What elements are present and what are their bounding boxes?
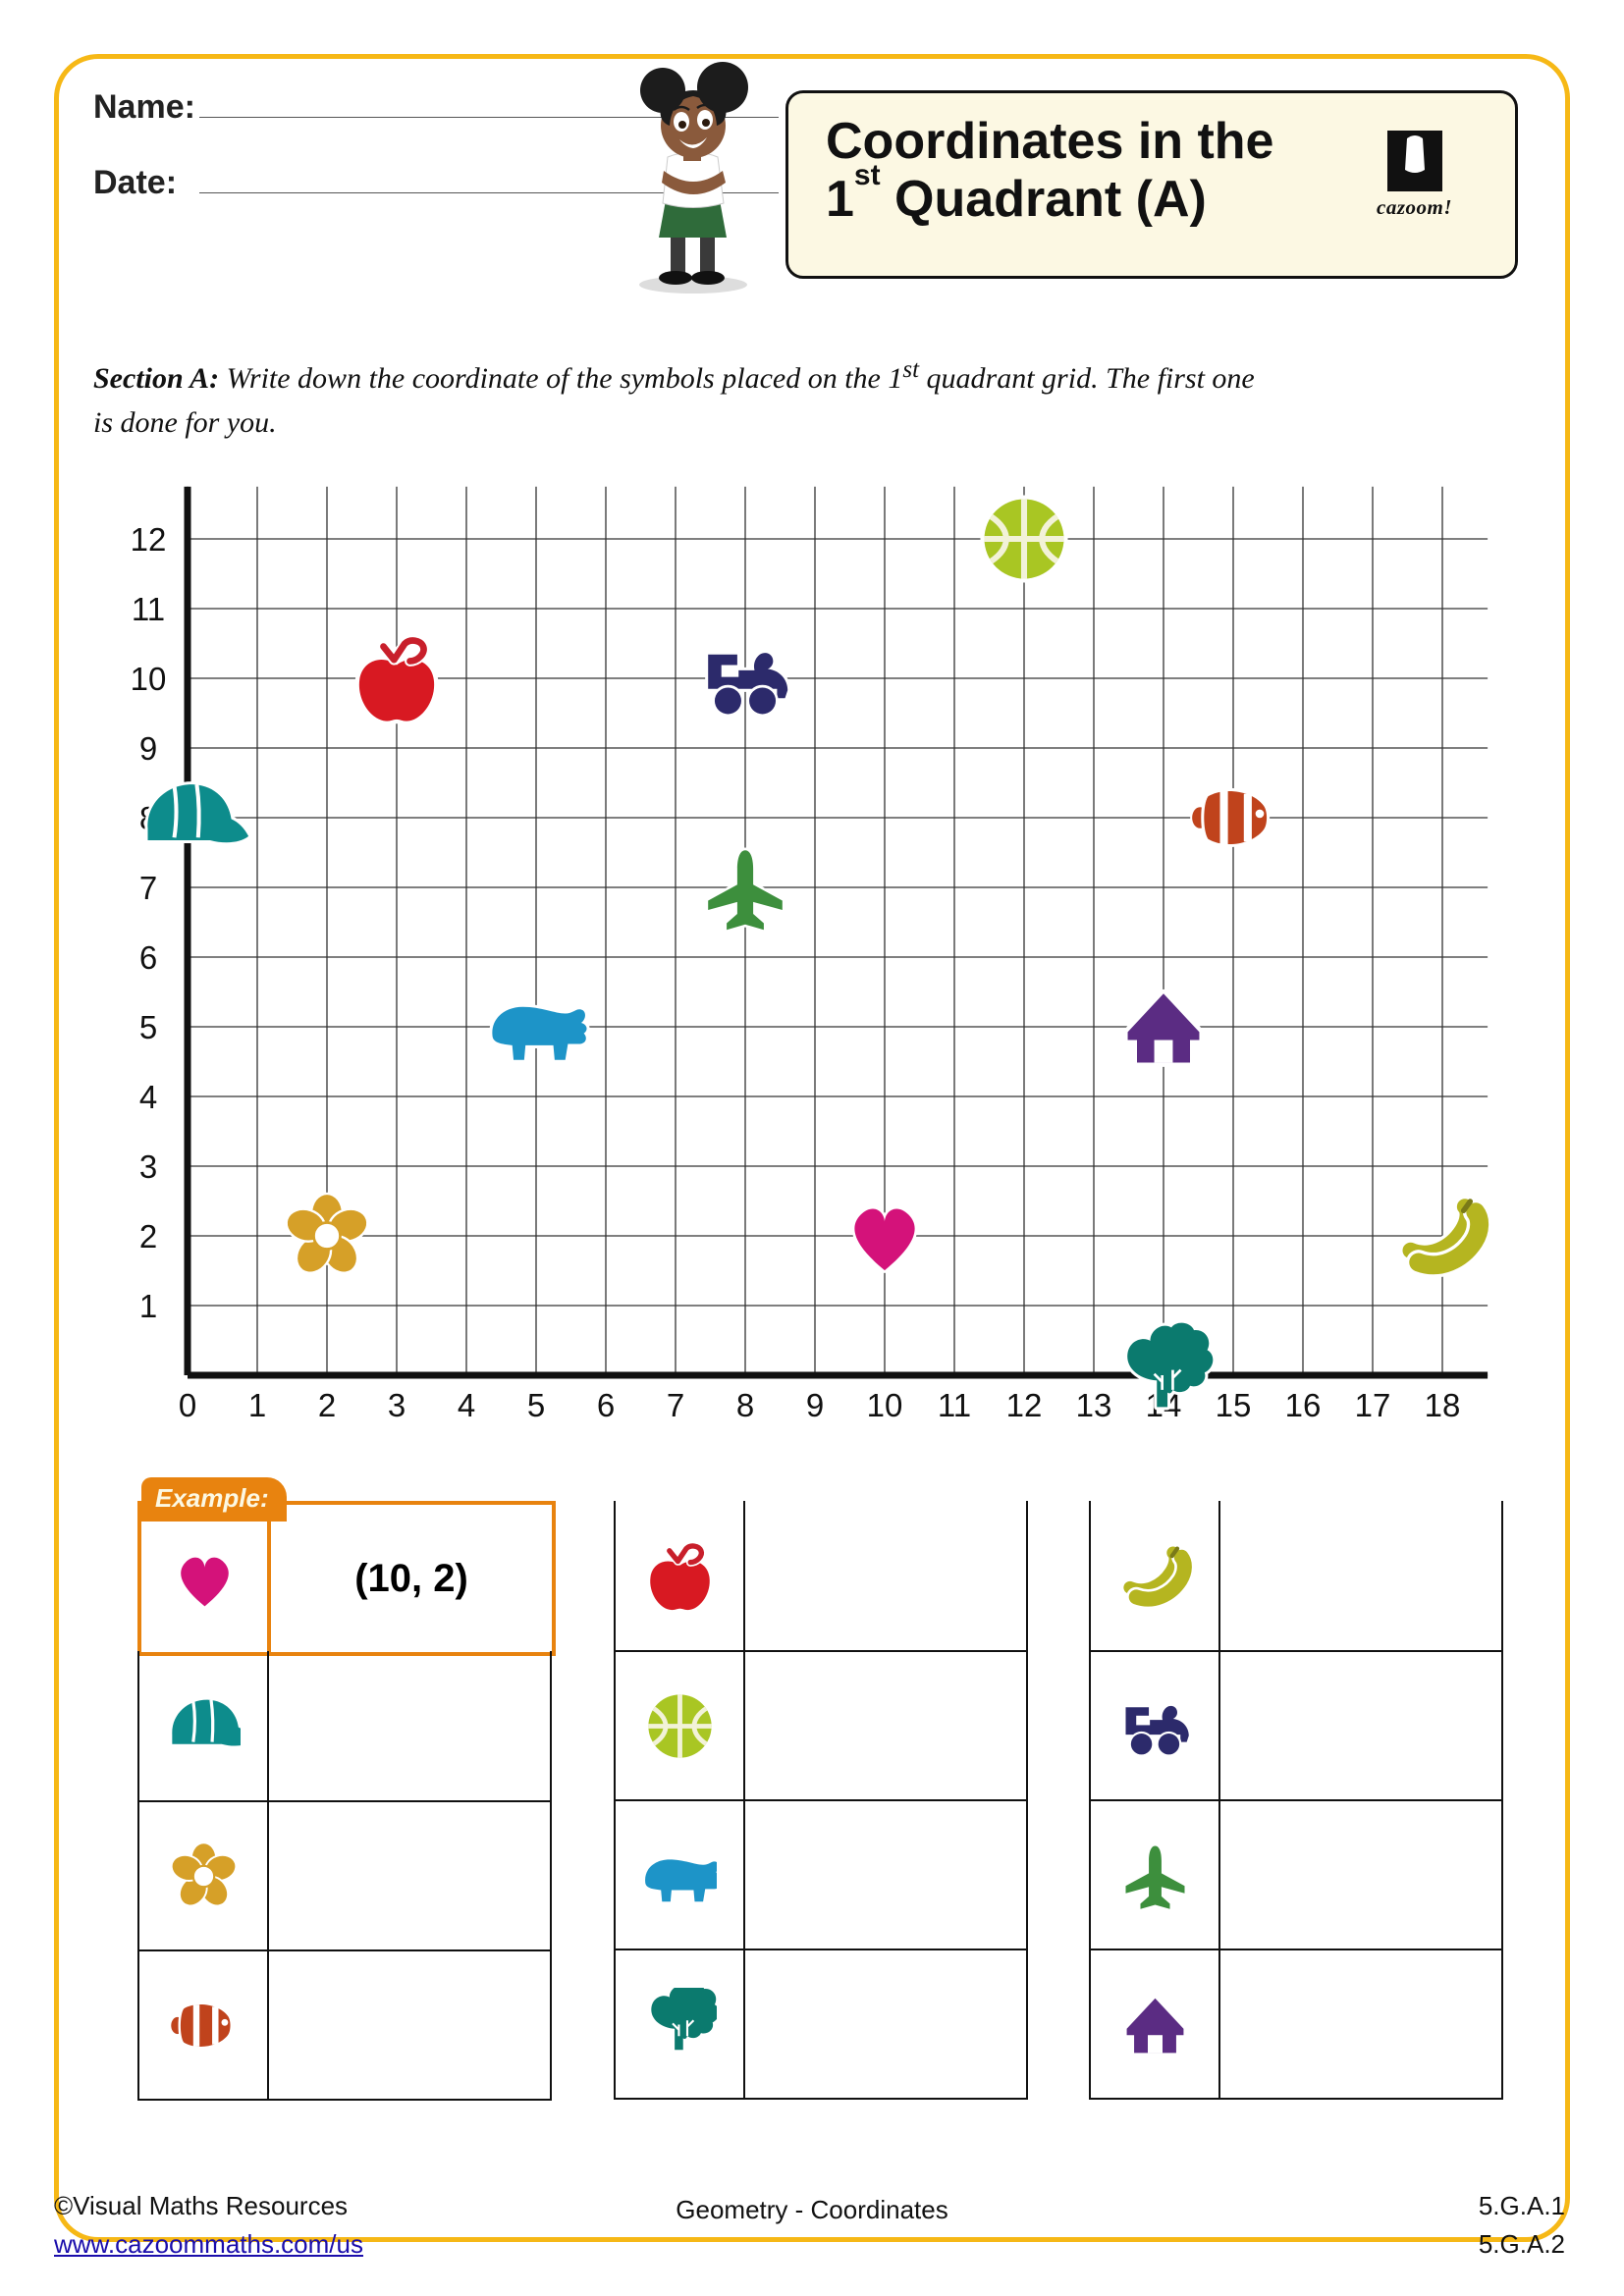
svg-text:4: 4 — [139, 1079, 157, 1115]
svg-text:17: 17 — [1355, 1387, 1391, 1423]
svg-text:3: 3 — [388, 1387, 406, 1423]
svg-text:16: 16 — [1285, 1387, 1322, 1423]
svg-text:0: 0 — [179, 1387, 196, 1423]
svg-text:1: 1 — [139, 1288, 157, 1324]
svg-text:9: 9 — [806, 1387, 824, 1423]
svg-text:5: 5 — [527, 1387, 545, 1423]
svg-text:5: 5 — [139, 1009, 157, 1045]
svg-text:13: 13 — [1076, 1387, 1112, 1423]
svg-text:7: 7 — [139, 870, 157, 906]
svg-text:11: 11 — [132, 591, 165, 627]
svg-text:4: 4 — [458, 1387, 475, 1423]
svg-text:8: 8 — [736, 1387, 754, 1423]
svg-text:2: 2 — [318, 1387, 336, 1423]
svg-text:7: 7 — [667, 1387, 684, 1423]
svg-text:6: 6 — [597, 1387, 615, 1423]
svg-text:9: 9 — [139, 730, 157, 767]
svg-text:2: 2 — [139, 1218, 157, 1255]
svg-text:3: 3 — [139, 1148, 157, 1185]
svg-text:18: 18 — [1425, 1387, 1461, 1423]
svg-text:15: 15 — [1216, 1387, 1252, 1423]
svg-text:10: 10 — [131, 661, 167, 697]
svg-text:11: 11 — [938, 1387, 971, 1423]
svg-text:10: 10 — [867, 1387, 903, 1423]
svg-text:6: 6 — [139, 939, 157, 976]
svg-text:12: 12 — [1006, 1387, 1043, 1423]
svg-text:12: 12 — [131, 521, 167, 558]
svg-text:1: 1 — [248, 1387, 266, 1423]
